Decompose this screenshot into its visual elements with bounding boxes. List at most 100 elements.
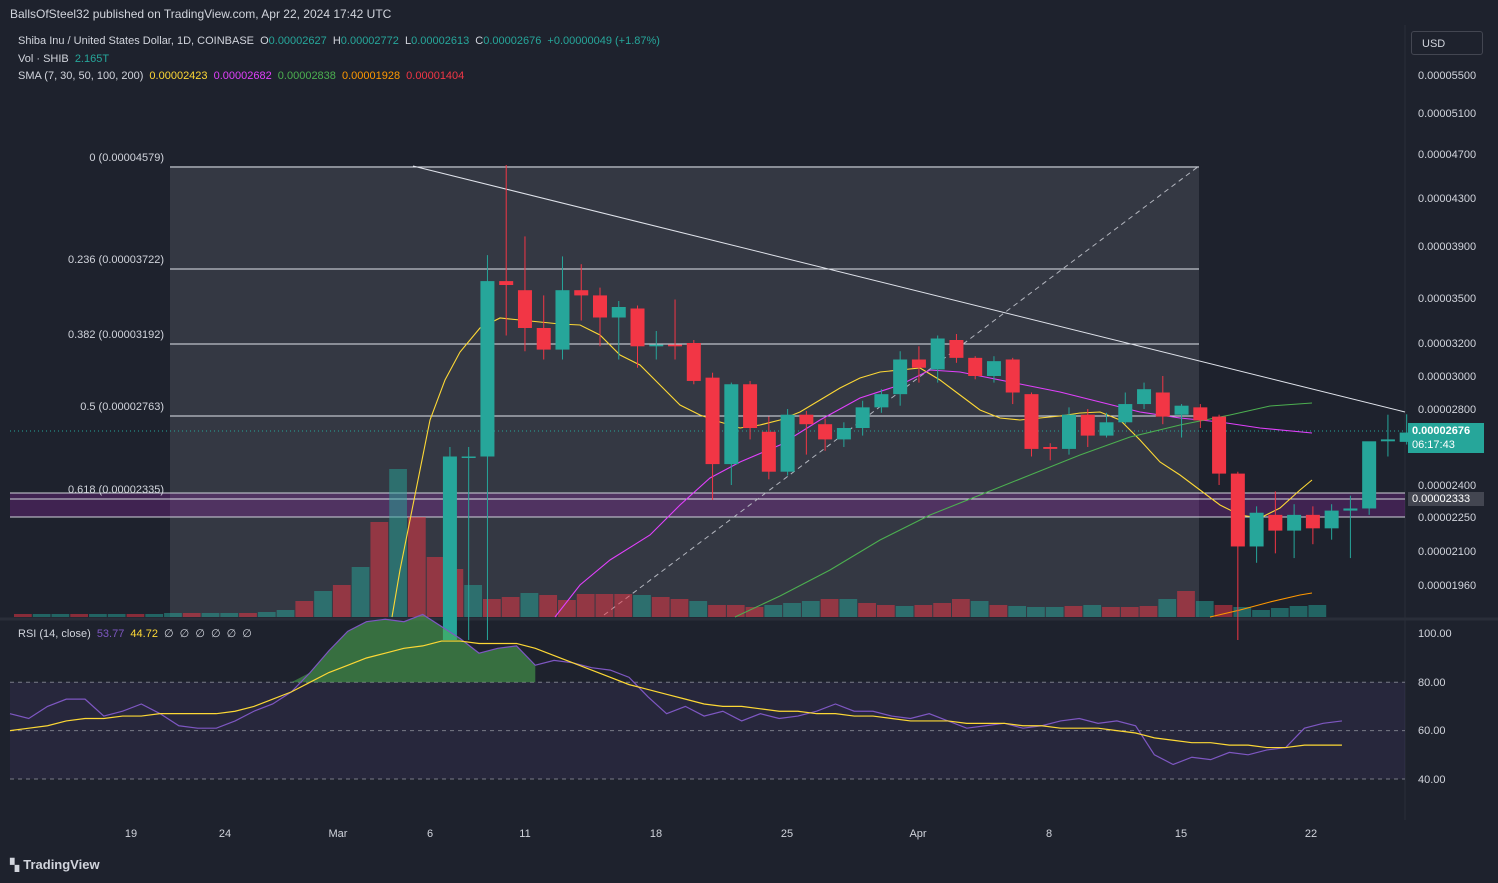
candle-body [1268,514,1283,531]
volume-bar [952,599,970,617]
candle-body [442,456,457,640]
volume-bar [595,594,614,617]
candle-body [761,431,776,472]
volume-bar [539,595,558,617]
rsi-extra-5: ∅ [226,628,237,640]
volume-bar [182,613,201,617]
volume-bar [89,614,107,617]
volume-label[interactable]: Vol · SHIB [18,53,69,65]
low-value: 0.00002613 [411,35,470,47]
volume-bar [220,613,239,617]
volume-bar [1045,607,1064,617]
time-axis-label: Apr [909,828,926,840]
open-value: 0.00002627 [268,35,327,47]
candle-body [649,344,664,347]
candle-body [1324,510,1339,529]
volume-bar [239,613,257,617]
volume-bar [558,600,576,617]
symbol-title[interactable]: Shiba Inu / United States Dollar, 1D, CO… [18,35,255,47]
rsi-axis-label: 100.00 [1418,628,1452,640]
currency-selector[interactable]: USD [1411,31,1483,55]
candle-body [1174,405,1189,415]
volume-bar [1289,606,1308,617]
volume-bar [201,613,220,617]
price-axis-label: 0.00005100 [1418,108,1476,120]
candle-body [874,394,889,408]
candle-body [1212,416,1227,474]
volume-bar [989,605,1008,617]
sma100-line [1209,592,1313,618]
volume-bar [14,614,32,617]
sma50-value: 0.00002838 [277,70,336,82]
candle-body [593,295,607,318]
candle-body [968,357,983,376]
sma30-line [554,369,1313,618]
candle-body [705,377,720,465]
candle-body [461,456,476,458]
volume-bar [295,601,314,617]
candle-body [1118,404,1133,423]
volume-bar [1083,605,1102,617]
time-axis-label: 22 [1305,828,1317,840]
volume-bar [1195,601,1214,617]
brand-name: TradingView [23,857,100,872]
rsi-axis-label: 80.00 [1418,677,1446,689]
volume-bar [389,469,407,617]
volume-bar [1308,605,1327,617]
volume-bar [914,605,933,617]
tradingview-logo-icon: ▚ [10,858,20,872]
fib-level-label: 0 (0.00004579) [89,152,164,164]
fib-level-label: 0.5 (0.00002763) [80,401,164,413]
tradingview-logo[interactable]: ▚ TradingView [10,857,100,872]
candle-body [668,344,683,347]
volume-bar [858,603,876,617]
price-axis-label: 0.00002100 [1418,546,1476,558]
time-axis-label: 18 [650,828,662,840]
price-axis-label: 0.00001960 [1418,580,1476,592]
last-price-tag: 0.00002676 06:17:43 [1408,423,1484,453]
volume-bar [614,594,633,617]
volume-bar [839,599,858,617]
candle-body [1305,514,1320,529]
volume-bar [332,585,351,617]
sma100-value: 0.00001928 [341,70,401,82]
volume-bar [164,613,182,617]
volume-bar [1027,607,1045,617]
candle-body [574,290,589,296]
candle-body [1287,514,1302,531]
rsi-extra-1: ∅ [164,628,174,640]
candle-body [930,338,945,370]
price-axis-label: 0.00004300 [1418,193,1476,205]
sma-label[interactable]: SMA (7, 30, 50, 100, 200) [18,70,144,82]
candle-body [724,384,739,465]
price-axis-label: 0.00003900 [1418,241,1476,253]
sma200-value: 0.00001404 [406,70,465,82]
sma200-line [1250,612,1312,617]
candle-body [818,424,833,440]
candle-body [536,328,551,350]
candle-body [1155,392,1170,417]
candle-body [780,414,795,472]
sma-legend: SMA (7, 30, 50, 100, 200) 0.00002423 0.0… [18,70,467,82]
volume-bar [1270,608,1289,617]
candle-body [855,407,870,428]
rsi-extra-4: ∅ [210,628,221,640]
volume-bar [689,601,708,617]
volume-bar [764,605,783,617]
fib-diagonal-line [603,165,1200,616]
support-zone [10,493,1405,517]
time-axis-label: 8 [1046,828,1052,840]
volume-bar [370,522,389,617]
volume-bar [1120,607,1139,617]
rsi-label[interactable]: RSI (14, close) [18,628,91,640]
volume-bar [820,599,839,617]
descending-trendline [412,165,1406,413]
candle-body [1062,414,1076,449]
candle-body [1005,359,1020,393]
volume-value: 2.165T [74,53,110,65]
volume-bar [426,557,445,617]
volume-bar [726,605,745,617]
candle-body [1380,439,1395,442]
candle-body [1024,394,1039,449]
